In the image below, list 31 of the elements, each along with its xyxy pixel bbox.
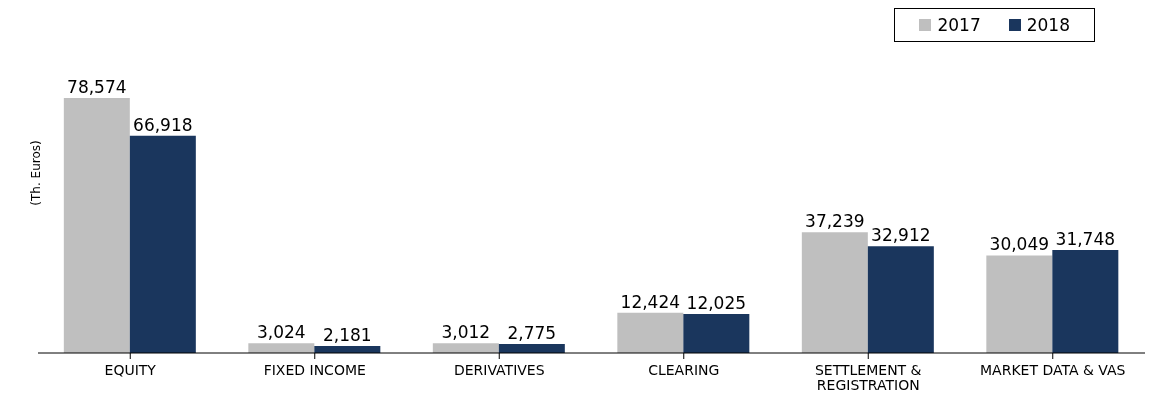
y-axis-title: (Th. Euros) [28,140,43,206]
bar [986,255,1053,353]
legend-label: 2018 [1025,15,1070,35]
bar [63,98,130,353]
bar [1052,249,1119,353]
data-label: 30,049 [989,234,1050,255]
bar [801,232,868,353]
bar [683,313,750,353]
legend-label: 2017 [936,15,981,35]
data-label: 2,775 [507,322,557,343]
bar [867,246,934,353]
data-label: 3,012 [441,322,491,343]
x-tick-label: MARKET DATA & VAS [980,362,1126,378]
data-label: 12,025 [686,292,747,313]
bar [432,343,499,353]
data-label: 3,024 [256,322,306,343]
bar [129,135,196,353]
x-tick-label: FIXED INCOME [263,362,366,378]
data-label: 37,239 [805,211,865,232]
x-tick-label: EQUITY [104,362,157,378]
data-label: 66,918 [133,114,193,135]
bar [248,343,315,353]
data-label: 2,181 [322,324,372,345]
data-label: 32,912 [871,225,931,246]
x-tick-label: DERIVATIVES [453,362,545,378]
data-label: 12,424 [620,291,681,312]
bar [617,312,684,353]
x-tick-label: CLEARING [648,362,720,378]
data-label: 78,574 [67,77,127,97]
data-label: 31,748 [1055,228,1116,249]
x-tick-label: SETTLEMENT & REGISTRATION [814,362,922,393]
